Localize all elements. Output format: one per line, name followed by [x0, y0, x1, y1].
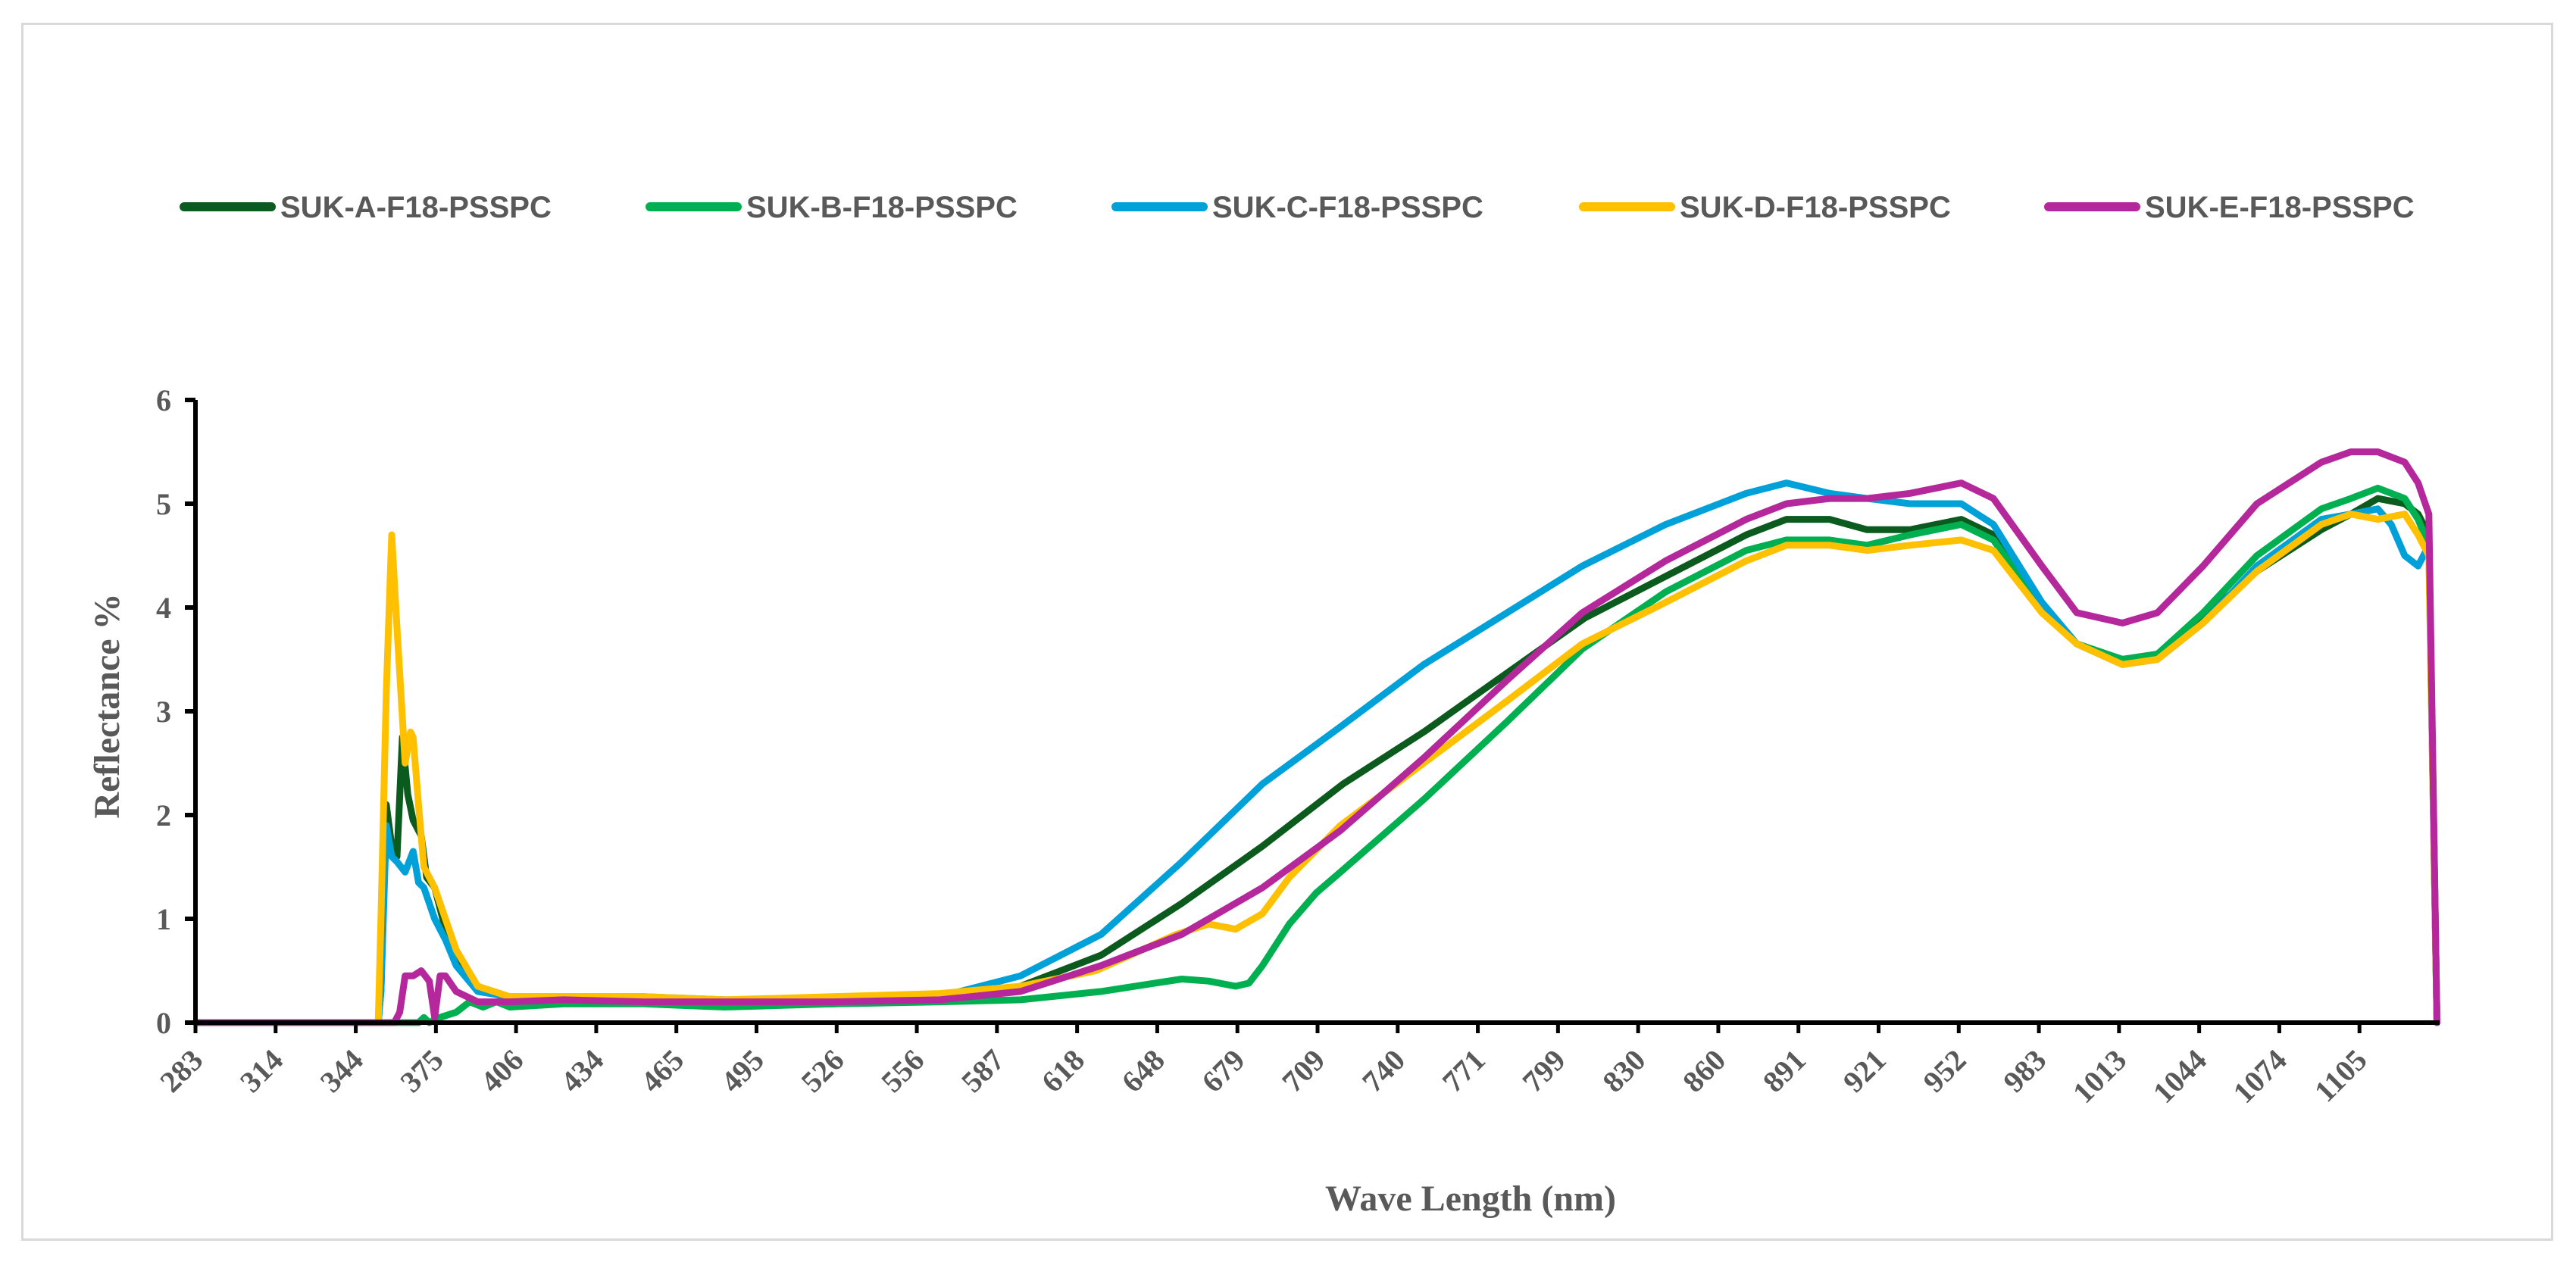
legend-label-3: SUK-C-F18-PSSPC [1212, 191, 1483, 224]
series-line-4 [192, 511, 2440, 1026]
series-line-1 [192, 495, 2440, 1026]
x-tick-label: 344 [314, 1043, 370, 1099]
x-tick-label: 830 [1596, 1043, 1652, 1099]
y-tick-label: 1 [156, 902, 171, 936]
x-tick-label: 1013 [2066, 1043, 2133, 1110]
x-tick-label: 679 [1195, 1043, 1251, 1099]
x-tick-label: 556 [874, 1043, 930, 1099]
x-tick-label: 406 [474, 1043, 530, 1099]
x-tick-label: 921 [1837, 1043, 1893, 1099]
y-tick-label: 3 [156, 695, 171, 729]
chart-frame [21, 23, 2553, 1241]
y-axis-title: Reflectance % [87, 593, 127, 818]
x-tick-label: 314 [233, 1043, 289, 1099]
x-tick-label: 283 [153, 1043, 209, 1099]
y-tick-label: 6 [156, 383, 171, 417]
x-tick-label: 709 [1275, 1043, 1331, 1099]
x-tick-label: 526 [794, 1043, 850, 1099]
legend-label-5: SUK-E-F18-PSSPC [2145, 191, 2415, 224]
x-tick-label: 952 [1916, 1043, 1972, 1099]
x-tick-label: 1105 [2308, 1043, 2374, 1109]
legend: SUK-A-F18-PSSPC SUK-B-F18-PSSPC SUK-C-F18-… [180, 191, 2415, 224]
x-tick-label: 618 [1035, 1043, 1091, 1099]
x-tick-label: 434 [554, 1043, 610, 1099]
x-tick-label: 891 [1756, 1043, 1812, 1099]
legend-label-1: SUK-A-F18-PSSPC [280, 191, 552, 224]
y-tick-label: 0 [156, 1006, 171, 1040]
x-tick-label: 495 [714, 1043, 771, 1099]
legend-label-2: SUK-B-F18-PSSPC [746, 191, 1018, 224]
y-tick-label: 2 [156, 798, 171, 832]
legend-label-4: SUK-D-F18-PSSPC [1680, 191, 1951, 224]
x-tick-label: 799 [1515, 1043, 1571, 1099]
x-tick-label: 860 [1676, 1043, 1732, 1099]
x-tick-label: 465 [634, 1043, 690, 1099]
x-axis-title: Wave Length (nm) [1325, 1179, 1616, 1219]
series-line-5 [192, 448, 2440, 1026]
x-tick-label: 740 [1355, 1043, 1411, 1099]
x-tick-label: 771 [1436, 1043, 1492, 1099]
x-tick-label: 1074 [2226, 1043, 2293, 1110]
x-tick-label: 648 [1115, 1043, 1171, 1099]
y-tick-label: 5 [156, 487, 171, 521]
x-tick-label: 1044 [2146, 1043, 2213, 1110]
series-layer [192, 448, 2440, 1026]
x-tick-label: 983 [1996, 1043, 2052, 1099]
y-tick-label: 4 [156, 591, 171, 625]
x-tick-label: 375 [393, 1043, 449, 1099]
series-line-3 [192, 479, 2440, 1026]
series-line-2 [192, 484, 2440, 1026]
x-tick-label: 587 [955, 1043, 1011, 1099]
